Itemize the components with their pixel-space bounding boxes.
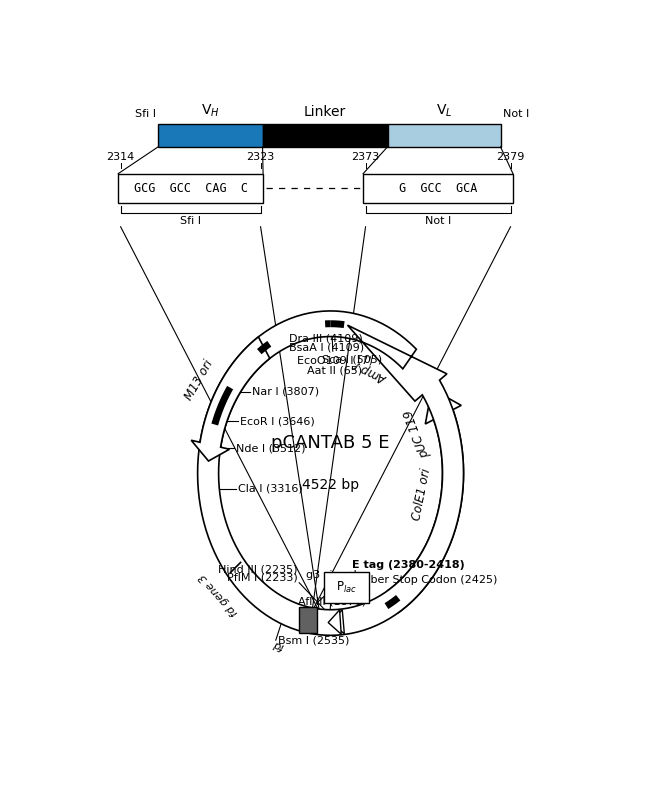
Polygon shape [197, 311, 464, 635]
Text: Sfi I: Sfi I [135, 109, 155, 119]
Text: BsaA I (4109): BsaA I (4109) [288, 343, 364, 352]
Text: Aat II (65): Aat II (65) [307, 365, 362, 375]
Text: PflM I (2233): PflM I (2233) [227, 573, 298, 583]
Text: 2323: 2323 [246, 151, 275, 162]
Text: Nde I (3512): Nde I (3512) [236, 444, 305, 453]
Bar [263, 124, 388, 147]
Text: M13 ori: M13 ori [182, 357, 215, 402]
Text: 2379: 2379 [497, 151, 524, 162]
Text: GCG  GCC  CAG  C: GCG GCC CAG C [134, 182, 248, 195]
Polygon shape [328, 610, 341, 634]
Text: E tag (2380-2418): E tag (2380-2418) [352, 560, 464, 570]
Text: P$_{lac}$: P$_{lac}$ [336, 580, 357, 595]
Text: Sca I (505): Sca I (505) [322, 354, 382, 364]
Text: V$_H$: V$_H$ [201, 102, 220, 119]
Text: Not I: Not I [503, 109, 530, 119]
Text: 2314: 2314 [106, 151, 135, 162]
Polygon shape [191, 337, 270, 461]
Text: 4522 bp: 4522 bp [302, 478, 359, 493]
Text: g3 signal: g3 signal [306, 570, 357, 581]
Text: ColE1 ori: ColE1 ori [410, 468, 433, 522]
Bar [299, 607, 317, 633]
Text: Not I: Not I [425, 215, 451, 226]
Text: pUC 119: pUC 119 [402, 407, 432, 459]
Bar [158, 124, 263, 147]
Text: 2373: 2373 [352, 151, 380, 162]
Text: Nar I (3807): Nar I (3807) [252, 386, 319, 397]
Text: pCANTAB 5 E: pCANTAB 5 E [272, 434, 390, 451]
Text: Dra III (4109): Dra III (4109) [288, 333, 362, 344]
Text: fd: fd [271, 638, 284, 651]
Text: Amber Stop Codon (2425): Amber Stop Codon (2425) [352, 575, 497, 584]
Polygon shape [331, 610, 344, 634]
Text: Linker: Linker [304, 105, 346, 119]
Text: Sfi I: Sfi I [180, 215, 201, 226]
Text: EcoR I (3646): EcoR I (3646) [240, 417, 315, 426]
Text: fd gene 3: fd gene 3 [197, 571, 239, 618]
FancyBboxPatch shape [324, 572, 369, 603]
Text: Hind III (2235): Hind III (2235) [218, 564, 298, 574]
Text: G  GCC  GCA: G GCC GCA [399, 182, 477, 195]
Bar [118, 173, 263, 203]
Polygon shape [388, 389, 464, 613]
Text: Bsm I (2535): Bsm I (2535) [278, 635, 350, 645]
Bar [388, 124, 501, 147]
Text: EcoO109 I (7): EcoO109 I (7) [297, 356, 373, 365]
Text: V$_L$: V$_L$ [436, 102, 452, 119]
Text: Cla I (3316): Cla I (3316) [238, 484, 303, 493]
Bar [363, 173, 513, 203]
Text: Afl III (1876): Afl III (1876) [298, 596, 366, 607]
Text: Amp r: Amp r [352, 358, 389, 385]
